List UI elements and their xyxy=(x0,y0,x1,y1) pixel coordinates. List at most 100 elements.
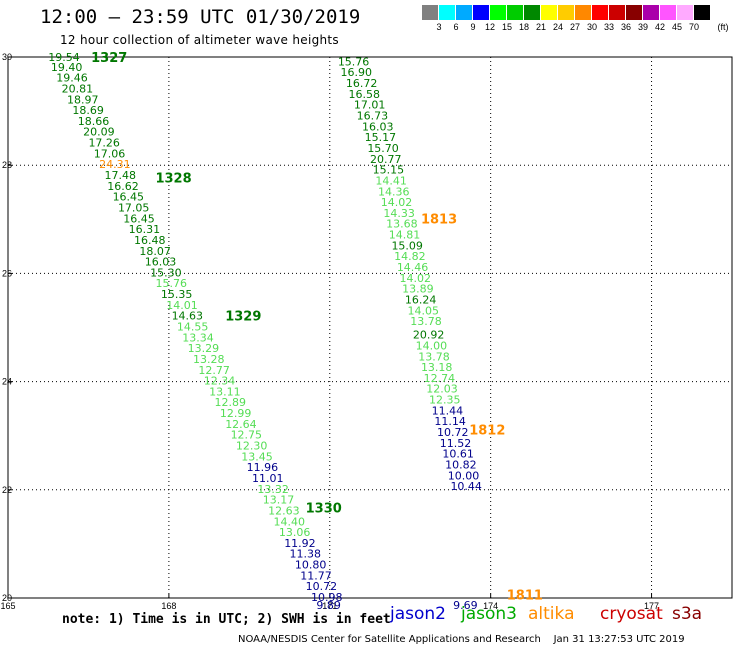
legend-altika: altika xyxy=(528,604,575,624)
legend-cryosat: cryosat xyxy=(600,604,663,624)
wave-height-value: 12.89 xyxy=(214,396,246,409)
wave-height-value: 12.03 xyxy=(426,383,458,396)
scale-label: 3 xyxy=(436,22,442,32)
wave-height-value: 18.97 xyxy=(67,93,99,106)
wave-height-value: 12.35 xyxy=(429,394,461,407)
scale-swatch xyxy=(473,5,490,20)
scale-swatch xyxy=(660,5,677,20)
lat-tick-label: 28 xyxy=(2,160,12,170)
wave-height-value: 16.72 xyxy=(346,77,378,90)
scale-label: 45 xyxy=(671,22,683,32)
wave-height-value: 12.75 xyxy=(231,429,263,442)
wave-height-value: 11.38 xyxy=(290,548,322,561)
wave-height-value: 20.09 xyxy=(83,126,115,139)
wave-height-value: 17.05 xyxy=(118,201,149,214)
wave-height-value: 18.66 xyxy=(78,115,110,128)
wave-height-value: 11.96 xyxy=(247,461,279,474)
wave-height-value: 16.48 xyxy=(134,234,166,247)
wave-height-value: 15.17 xyxy=(365,131,397,144)
wave-height-value: 14.55 xyxy=(177,321,209,334)
map-frame xyxy=(7,56,733,599)
scale-swatch xyxy=(422,5,439,20)
wave-height-value: 15.30 xyxy=(150,266,182,279)
wave-height-value: 9.89 xyxy=(316,599,341,612)
wave-height-value: 12.99 xyxy=(220,407,252,420)
lon-tick-label: 177 xyxy=(644,601,659,611)
legend-s3a: s3a xyxy=(672,604,703,624)
wave-height-value: 11.01 xyxy=(252,472,284,485)
footer-credit: NOAA/NESDIS Center for Satellite Applica… xyxy=(238,634,685,645)
wave-height-value: 11.77 xyxy=(300,569,332,582)
lat-tick-label: 26 xyxy=(2,268,12,278)
scale-label: 12 xyxy=(484,22,496,32)
wave-height-value: 12.64 xyxy=(225,418,257,431)
wave-height-value: 14.02 xyxy=(399,272,431,285)
wave-height-value: 10.72 xyxy=(306,580,338,593)
wave-height-value: 14.81 xyxy=(389,229,421,242)
wave-height-value: 24.31 xyxy=(99,158,131,171)
wave-height-value: 16.24 xyxy=(405,293,437,306)
wave-height-value: 17.01 xyxy=(354,99,386,112)
wave-height-value: 12.77 xyxy=(198,364,230,377)
wave-height-value: 10.98 xyxy=(311,591,343,604)
wave-height-value: 11.92 xyxy=(284,537,316,550)
page-subtitle: 12 hour collection of altimeter wave hei… xyxy=(60,33,339,47)
wave-height-value: 12.34 xyxy=(204,375,236,388)
wave-height-value: 13.78 xyxy=(410,315,442,328)
wave-height-value: 16.45 xyxy=(113,191,145,204)
wave-height-value: 10.80 xyxy=(295,559,327,572)
wave-height-value: 13.17 xyxy=(263,494,295,507)
wave-height-value: 14.05 xyxy=(408,304,440,317)
wave-height-value: 15.76 xyxy=(338,55,370,68)
track-label: 1813 xyxy=(421,212,457,227)
wave-height-value: 14.82 xyxy=(394,250,426,263)
wave-height-value: 15.15 xyxy=(373,164,405,177)
scale-swatch xyxy=(490,5,507,20)
scale-swatch xyxy=(558,5,575,20)
scale-label: 30 xyxy=(586,22,598,32)
wave-height-value: 13.29 xyxy=(188,342,220,355)
wave-height-value: 14.36 xyxy=(378,185,410,198)
scale-label: 24 xyxy=(552,22,564,32)
wave-height-value: 20.81 xyxy=(62,82,94,95)
wave-height-value: 12.63 xyxy=(268,504,300,517)
wave-height-value: 11.52 xyxy=(440,437,472,450)
legend-jason3: jason3 xyxy=(461,604,517,624)
wave-height-value: 13.45 xyxy=(241,450,272,463)
wave-height-value: 16.31 xyxy=(129,223,161,236)
color-scale xyxy=(422,5,711,20)
wave-height-value: 14.41 xyxy=(375,174,407,187)
scale-swatch xyxy=(439,5,456,20)
track-label: 1812 xyxy=(469,423,505,438)
wave-height-value: 10.72 xyxy=(437,426,469,439)
wave-height-value: 18.69 xyxy=(72,104,104,117)
lon-tick-label: 168 xyxy=(161,601,176,611)
scale-label: 15 xyxy=(501,22,513,32)
scale-swatch xyxy=(541,5,558,20)
lat-tick-label: 24 xyxy=(2,377,12,387)
scale-label: 36 xyxy=(620,22,632,32)
wave-height-value: 11.14 xyxy=(434,415,466,428)
scale-swatch xyxy=(524,5,541,20)
wave-height-value: 20.77 xyxy=(370,153,402,166)
wave-height-value: 16.62 xyxy=(107,180,139,193)
wave-height-value: 14.01 xyxy=(166,299,198,312)
wave-height-value: 20.92 xyxy=(413,329,445,342)
wave-height-value: 13.32 xyxy=(257,483,289,496)
scale-swatch xyxy=(609,5,626,20)
wave-height-value: 13.34 xyxy=(182,331,214,344)
wave-height-value: 14.63 xyxy=(172,310,204,323)
scale-label: 9 xyxy=(470,22,476,32)
wave-height-value: 14.40 xyxy=(273,515,305,528)
wave-height-value: 10.82 xyxy=(445,458,477,471)
wave-height-value: 12.74 xyxy=(424,372,456,385)
legend-jason2: jason2 xyxy=(390,604,446,624)
wave-height-value: 14.00 xyxy=(416,339,448,352)
scale-label: 27 xyxy=(569,22,581,32)
wave-height-value: 13.06 xyxy=(279,526,311,539)
scale-swatch xyxy=(694,5,711,20)
page-title: 12:00 – 23:59 UTC 01/30/2019 xyxy=(40,6,361,28)
wave-height-value: 16.03 xyxy=(145,256,177,269)
wave-height-value: 15.35 xyxy=(161,288,193,301)
